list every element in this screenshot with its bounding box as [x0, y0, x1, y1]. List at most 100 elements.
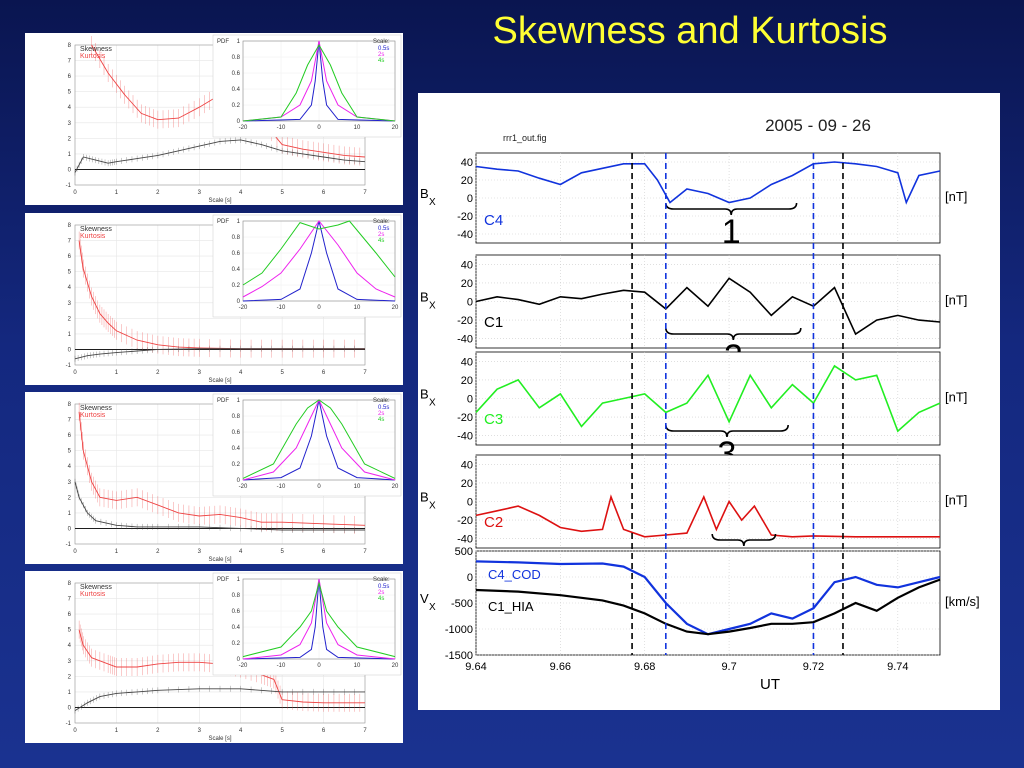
inset-legend-4s: 4s — [378, 58, 384, 64]
series-label-C1: C1 — [484, 314, 503, 331]
y-tick-label: 8 — [68, 43, 72, 49]
x-tick-label: 5 — [280, 370, 284, 376]
y-tick-label: 6 — [68, 433, 72, 439]
y-tick-label: 7 — [68, 239, 72, 245]
x-tick-label: 9.66 — [550, 661, 571, 673]
x-tick-label: 0 — [73, 190, 77, 196]
inset-x-tick-label: -20 — [239, 125, 248, 131]
y-tick-label: 2 — [68, 316, 72, 322]
y-tick-label: 0 — [467, 297, 473, 309]
inset-title: PDF — [217, 219, 229, 225]
inset-x-tick-label: 20 — [392, 125, 399, 131]
inset-y-tick-label: 1 — [237, 398, 241, 404]
inset-y-tick-label: 0.6 — [232, 251, 241, 257]
legend-kurtosis: Kurtosis — [80, 53, 106, 60]
series-label-C2: C2 — [484, 514, 503, 531]
y-tick-label: 4 — [68, 285, 72, 291]
y-axis-label: V — [420, 591, 429, 606]
inset-x-tick-label: 0 — [317, 484, 321, 490]
x-tick-label: 6 — [322, 549, 326, 555]
x-tick-label: 1 — [115, 190, 119, 196]
x-tick-label: 3 — [198, 728, 202, 734]
x-tick-label: 9.7 — [721, 661, 736, 673]
inset-legend-title: Scale: — [373, 577, 390, 583]
x-tick-label: 0 — [73, 728, 77, 734]
inset-x-tick-label: -10 — [277, 484, 286, 490]
series-C1 — [475, 277, 941, 336]
y-tick-label: 3 — [68, 121, 72, 127]
inset-legend-title: Scale: — [373, 398, 390, 404]
inset-x-tick-label: -10 — [277, 305, 286, 311]
inset-y-tick-label: 0.4 — [232, 87, 241, 93]
x-tick-label: 5 — [280, 728, 284, 734]
series-skewness-line — [74, 139, 366, 173]
inset-x-tick-label: -20 — [239, 305, 248, 311]
time-series-panel: 2005 - 09 - 26 rrr1_out.fig 40 20 0 -20 -40 B X[… — [418, 93, 1000, 710]
inset-legend-2s: 2s — [378, 590, 384, 596]
y-axis-label: B — [420, 186, 429, 201]
unit-label: [nT] — [945, 293, 967, 308]
inset-title: PDF — [217, 39, 229, 45]
x-axis-label: Scale [s] — [208, 557, 231, 563]
series-label-C1_HIA: C1_HIA — [488, 599, 534, 614]
inset-background — [212, 572, 402, 676]
y-tick-label: -1 — [66, 542, 72, 548]
y-tick-label: 0 — [68, 705, 72, 711]
x-tick-label: 4 — [239, 190, 243, 196]
y-tick-label: 0 — [68, 347, 72, 353]
y-axis-label: B — [420, 387, 429, 402]
inset-legend-0.5s: 0.5s — [378, 46, 389, 52]
y-tick-label: 0 — [68, 526, 72, 532]
y-axis-label-sub: X — [429, 501, 436, 512]
y-tick-label: -500 — [451, 598, 473, 610]
y-tick-label: 20 — [461, 478, 473, 490]
inset-y-tick-label: 0.6 — [232, 609, 241, 615]
series-skewness-line — [74, 348, 365, 360]
brace-3 — [665, 424, 789, 438]
x-tick-label: 3 — [198, 370, 202, 376]
inset-y-tick-label: 0.8 — [232, 235, 241, 241]
y-tick-label: 0 — [68, 167, 72, 173]
y-tick-label: 8 — [68, 581, 72, 587]
x-tick-label: 2 — [156, 549, 160, 555]
x-tick-label: 2 — [156, 728, 160, 734]
inset-legend-4s: 4s — [378, 238, 384, 244]
y-axis-label-sub: X — [429, 398, 436, 409]
series-C3 — [475, 364, 941, 433]
y-axis-label: B — [420, 490, 429, 505]
x-tick-label: 9.64 — [465, 661, 486, 673]
inset-legend-4s: 4s — [378, 417, 384, 423]
inset-series-4s — [242, 43, 396, 122]
inset-y-tick-label: 0.4 — [232, 625, 241, 631]
inset-legend-2s: 2s — [378, 411, 384, 417]
y-tick-label: 0 — [467, 572, 473, 584]
inset-y-tick-label: 0.8 — [232, 55, 241, 61]
inset-legend-title: Scale: — [373, 39, 390, 45]
legend-skewness: Skewness — [80, 405, 112, 412]
x-tick-label: 1 — [115, 549, 119, 555]
y-tick-label: -20 — [457, 315, 473, 327]
inset-background — [212, 34, 402, 138]
x-axis-label: UT — [760, 676, 780, 693]
y-tick-label: 3 — [68, 301, 72, 307]
inset-legend-0.5s: 0.5s — [378, 405, 389, 411]
x-tick-label: 1 — [115, 728, 119, 734]
series-C2 — [475, 494, 940, 538]
y-tick-label: 5 — [68, 628, 72, 634]
inset-y-tick-label: 0.8 — [232, 414, 241, 420]
y-tick-label: 2 — [68, 136, 72, 142]
brace-2 — [665, 327, 802, 341]
inset-x-tick-label: 20 — [392, 484, 399, 490]
unit-label: [nT] — [945, 189, 967, 204]
y-tick-label: 3 — [68, 659, 72, 665]
y-tick-label: 1 — [68, 690, 72, 696]
x-tick-label: 4 — [239, 370, 243, 376]
inset-y-tick-label: 0 — [237, 657, 241, 663]
inset-series-2s — [242, 40, 396, 122]
inset-x-tick-label: 20 — [392, 305, 399, 311]
y-tick-label: 4 — [68, 643, 72, 649]
y-tick-label: 0 — [467, 394, 473, 406]
y-tick-label: 20 — [461, 375, 473, 387]
inset-x-tick-label: -20 — [239, 484, 248, 490]
